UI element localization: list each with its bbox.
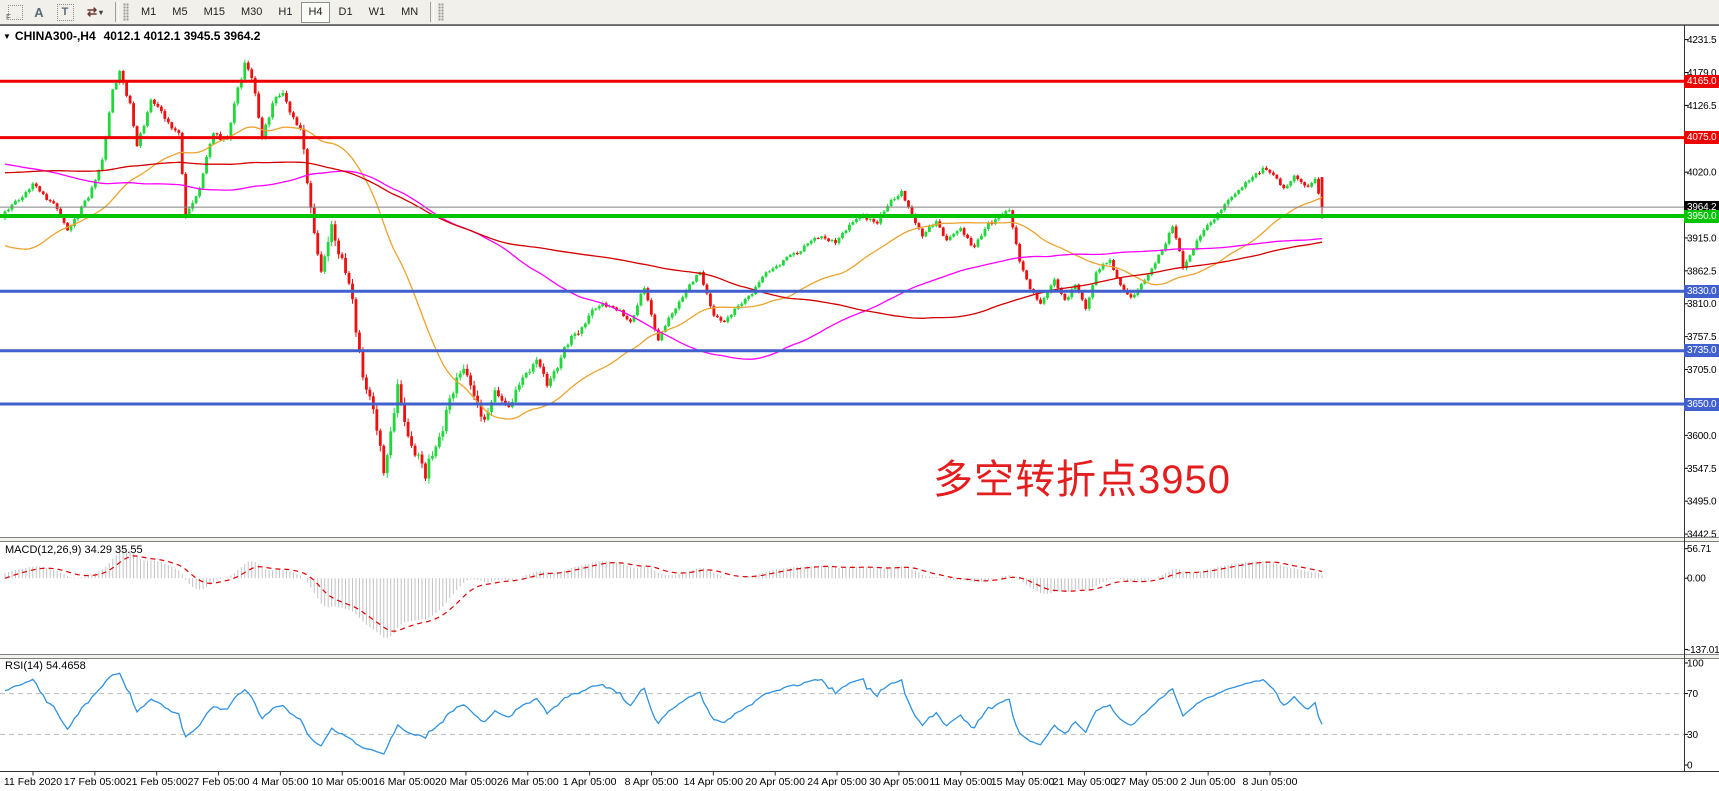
time-axis-label: 14 Apr 05:00	[684, 776, 744, 788]
time-axis-label: 16 Mar 05:00	[373, 776, 435, 788]
svg-text:3495.0: 3495.0	[1687, 497, 1717, 508]
timeframe-button-m15[interactable]: M15	[203, 6, 225, 18]
svg-text:0.00: 0.00	[1687, 574, 1706, 585]
main-price-panel	[0, 25, 1684, 537]
svg-text:3705.0: 3705.0	[1687, 365, 1717, 376]
time-axis-label: 17 Feb 05:00	[64, 776, 126, 788]
text-label-tool-button[interactable]: T	[51, 2, 79, 22]
time-axis-label: 30 Apr 05:00	[869, 776, 929, 788]
svg-text:30: 30	[1687, 730, 1699, 741]
rsi-panel: 100 70 30 0	[0, 659, 1704, 772]
toolbar-separator	[115, 2, 119, 22]
frame-tool-label: F	[6, 13, 11, 22]
svg-text:100: 100	[1687, 659, 1704, 670]
time-axis-label: 27 May 05:00	[1114, 776, 1178, 788]
price-level-badge-3735.0: 3735.0	[1684, 344, 1719, 358]
svg-text:3862.5: 3862.5	[1687, 266, 1717, 277]
time-axis-label: 20 Apr 05:00	[745, 776, 805, 788]
timeframe-button-d1[interactable]: D1	[338, 6, 353, 18]
time-axis-label: 21 May 05:00	[1053, 776, 1117, 788]
svg-text:4126.5: 4126.5	[1687, 101, 1717, 112]
time-axis-label: 20 Mar 05:00	[435, 776, 497, 788]
chart-title: ▼ CHINA300-,H4 4012.1 4012.1 3945.5 3964.2	[3, 29, 260, 43]
ma-medium-magenta-line	[4, 163, 1323, 360]
svg-text:3810.0: 3810.0	[1687, 299, 1717, 310]
collapse-triangle-icon[interactable]: ▼	[3, 32, 11, 41]
price-axis[interactable]: 4231.5 4179.0 4126.5 4020.0 3915.0 3862.5 3810…	[1684, 35, 1717, 541]
timeframe-button-h4[interactable]: H4	[301, 1, 330, 23]
timeframe-button-m1[interactable]: M1	[141, 6, 157, 18]
time-axis-label: 24 Apr 05:00	[807, 776, 867, 788]
frame-tool-button[interactable]: F	[3, 2, 27, 22]
toolbar-drag-grip[interactable]	[438, 3, 445, 21]
svg-text:3757.5: 3757.5	[1687, 332, 1717, 343]
svg-text:3442.5: 3442.5	[1687, 530, 1717, 541]
time-axis-label: 4 Mar 05:00	[252, 776, 308, 788]
time-axis-label: 11 May 05:00	[929, 776, 992, 788]
time-axis-label: 21 Feb 05:00	[126, 776, 188, 788]
time-axis-label: 27 Feb 05:00	[188, 776, 250, 788]
svg-text:0: 0	[1687, 761, 1693, 772]
time-axis-label: 8 Apr 05:00	[625, 776, 679, 788]
price-level-badge-4165.0: 4165.0	[1684, 74, 1719, 88]
price-level-badge-3950.0: 3950.0	[1684, 209, 1719, 223]
chevron-down-icon: ▾	[99, 7, 104, 17]
dotted-frame-icon	[7, 4, 23, 20]
svg-text:-137.01: -137.01	[1687, 645, 1719, 656]
macd-indicator-label: MACD(12,26,9) 34.29 35.55	[5, 544, 143, 556]
text-box-icon: T	[56, 3, 74, 21]
rsi-line	[4, 672, 1323, 755]
time-axis-label: 1 Apr 05:00	[563, 776, 617, 788]
arrows-icon: ⇄	[86, 5, 97, 19]
svg-text:56.71: 56.71	[1687, 544, 1712, 555]
ma-slow-red-line	[4, 161, 1323, 319]
time-axis-label: 8 Jun 05:00	[1243, 776, 1298, 788]
chart-ohlc-values: 4012.1 4012.1 3945.5 3964.2	[103, 29, 261, 43]
svg-text:70: 70	[1687, 689, 1699, 700]
time-axis-label: 10 Mar 05:00	[311, 776, 373, 788]
top-toolbar: F A T ⇄ ▾ M1 M5 M15 M30 H1 H4 D1 W1 MN	[0, 0, 1719, 25]
time-axis-label: 2 Jun 05:00	[1181, 776, 1236, 788]
time-axis-label: 15 May 05:00	[991, 776, 1055, 788]
timeframe-button-w1[interactable]: W1	[368, 6, 386, 18]
candles-layer	[3, 59, 1324, 484]
macd-panel: 56.71 0.00 -137.01	[4, 544, 1719, 656]
price-level-badge-4075.0: 4075.0	[1684, 131, 1719, 145]
svg-text:3547.5: 3547.5	[1687, 464, 1717, 475]
toolbar-separator	[430, 2, 435, 22]
timeframe-button-m30[interactable]: M30	[240, 6, 263, 18]
svg-text:4231.5: 4231.5	[1687, 35, 1717, 46]
timeframe-button-h1[interactable]: H1	[278, 6, 293, 18]
chart-canvas: 4231.5 4179.0 4126.5 4020.0 3915.0 3862.5 3810…	[0, 25, 1719, 789]
toolbar-drag-grip[interactable]	[123, 3, 129, 21]
price-level-badge-3830.0: 3830.0	[1684, 284, 1719, 298]
svg-text:4179.0: 4179.0	[1687, 68, 1717, 79]
arrows-tool-button[interactable]: ⇄ ▾	[79, 2, 111, 22]
svg-text:3915.0: 3915.0	[1687, 233, 1717, 244]
timeframe-button-mn[interactable]: MN	[401, 6, 419, 18]
text-tool-label: A	[34, 4, 44, 20]
chart-plot-area[interactable]	[0, 25, 1684, 537]
time-axis-label: 26 Mar 05:00	[497, 776, 559, 788]
chart-symbol-period: CHINA300-,H4	[14, 29, 96, 43]
text-tool-button[interactable]: A	[27, 2, 51, 22]
chart-text-annotation[interactable]: 多空转折点3950	[933, 458, 1231, 502]
svg-text:4020.0: 4020.0	[1687, 168, 1717, 179]
macd-signal-line	[4, 555, 1323, 632]
time-axis-label: 11 Feb 2020	[4, 776, 62, 788]
timeframe-button-m5[interactable]: M5	[172, 6, 188, 18]
time-axis[interactable]: 11 Feb 2020 17 Feb 05:00 21 Feb 05:00 27 Fe…	[0, 771, 1719, 789]
price-level-badge-3650.0: 3650.0	[1684, 397, 1719, 411]
timeframe-button-group: M1 M5 M15 M30 H1 H4 D1 W1 MN	[133, 1, 426, 23]
rsi-indicator-label: RSI(14) 54.4658	[5, 660, 86, 672]
svg-text:3600.0: 3600.0	[1687, 431, 1717, 442]
